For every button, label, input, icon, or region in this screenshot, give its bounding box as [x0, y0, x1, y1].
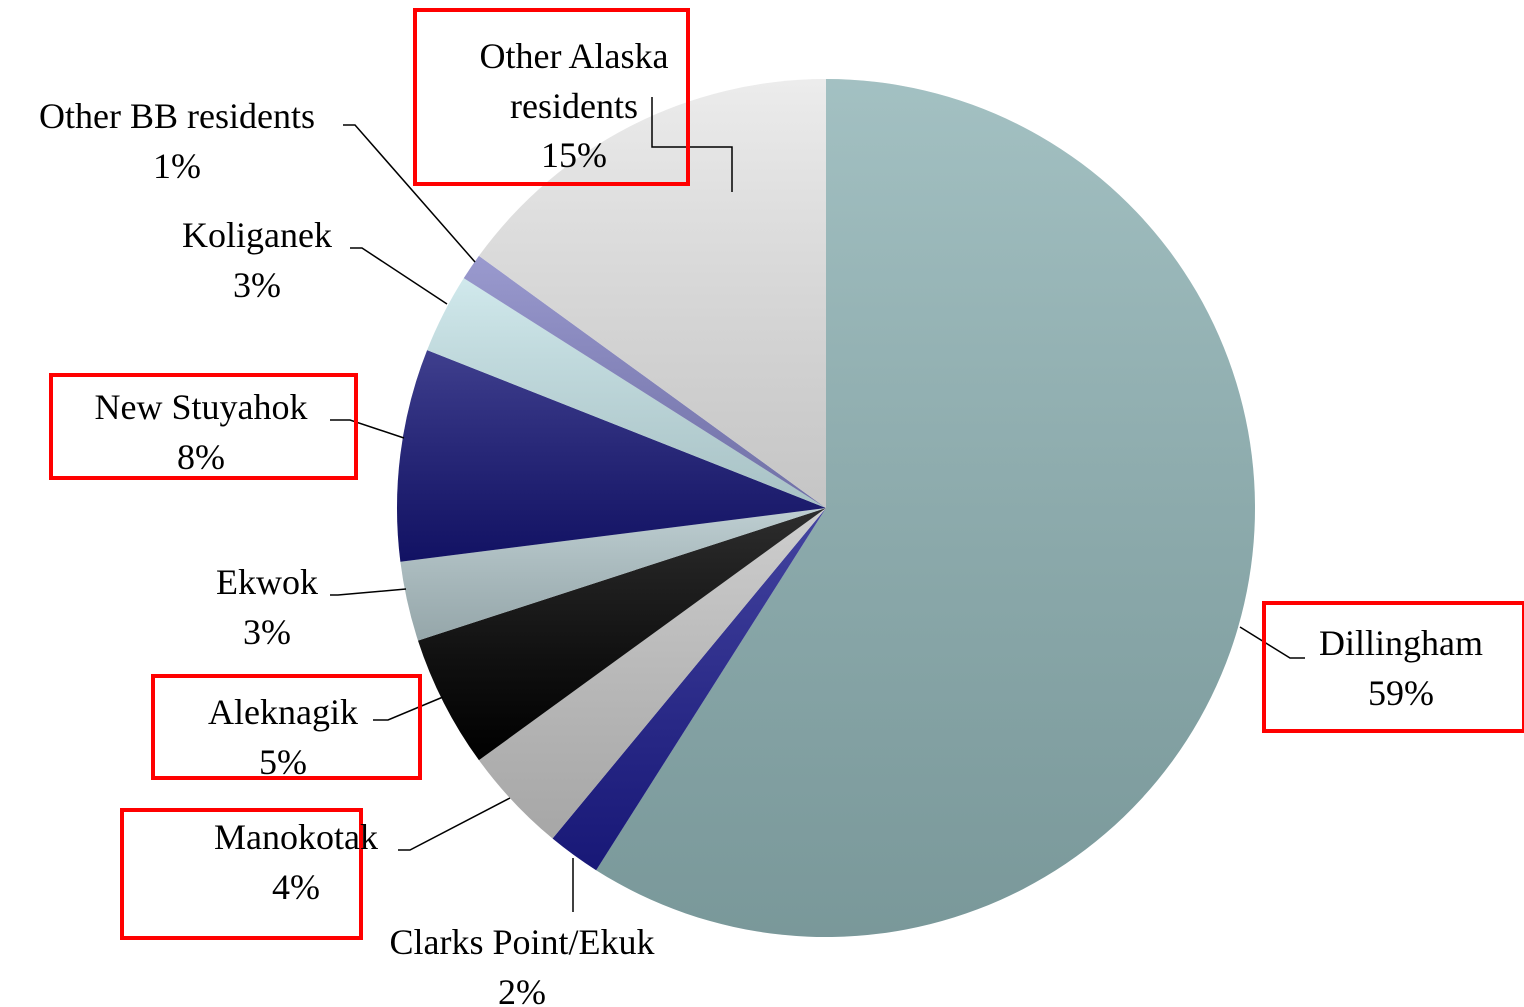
leader-line [651, 97, 733, 192]
slice-shading [552, 508, 826, 871]
value-label: 2% [498, 972, 546, 1007]
category-label: Aleknagik [208, 692, 358, 732]
highlight-box [120, 808, 363, 940]
slice-shading [417, 508, 826, 761]
slice-shading [596, 79, 1255, 937]
leader-line [343, 124, 476, 263]
value-label: 1% [153, 146, 201, 186]
category-label: Ekwok [216, 562, 318, 602]
slice-shading [463, 255, 826, 508]
category-label: Koliganek [182, 215, 332, 255]
leader-line [373, 696, 444, 721]
slice-shading [427, 278, 826, 508]
value-label: 5% [259, 742, 307, 782]
slice-shading [400, 508, 826, 641]
category-label: New Stuyahok [94, 387, 308, 427]
slice-shading [478, 508, 826, 839]
highlight-box [1262, 601, 1524, 733]
leader-line [398, 797, 511, 851]
value-label: 4% [272, 867, 320, 907]
value-label: 3% [243, 612, 291, 652]
leader-line [330, 419, 405, 439]
value-label: 59% [1368, 673, 1434, 713]
category-label: Clarks Point/Ekuk [389, 922, 655, 962]
leader-line [350, 247, 448, 305]
highlight-box [151, 674, 422, 780]
category-label: Dillingham [1319, 623, 1483, 663]
category-label: Manokotak [214, 817, 378, 857]
category-label: Other Alaska residents [479, 36, 669, 126]
leader-line [330, 588, 407, 596]
category-label: Other BB residents [39, 96, 315, 136]
highlight-box [49, 373, 358, 480]
leader-line [1239, 626, 1305, 659]
slice-shading [397, 350, 826, 562]
slice-shading [478, 79, 826, 508]
value-label: 15% [541, 135, 607, 175]
value-label: 3% [233, 265, 281, 305]
value-label: 8% [177, 437, 225, 477]
highlight-box [413, 8, 690, 186]
